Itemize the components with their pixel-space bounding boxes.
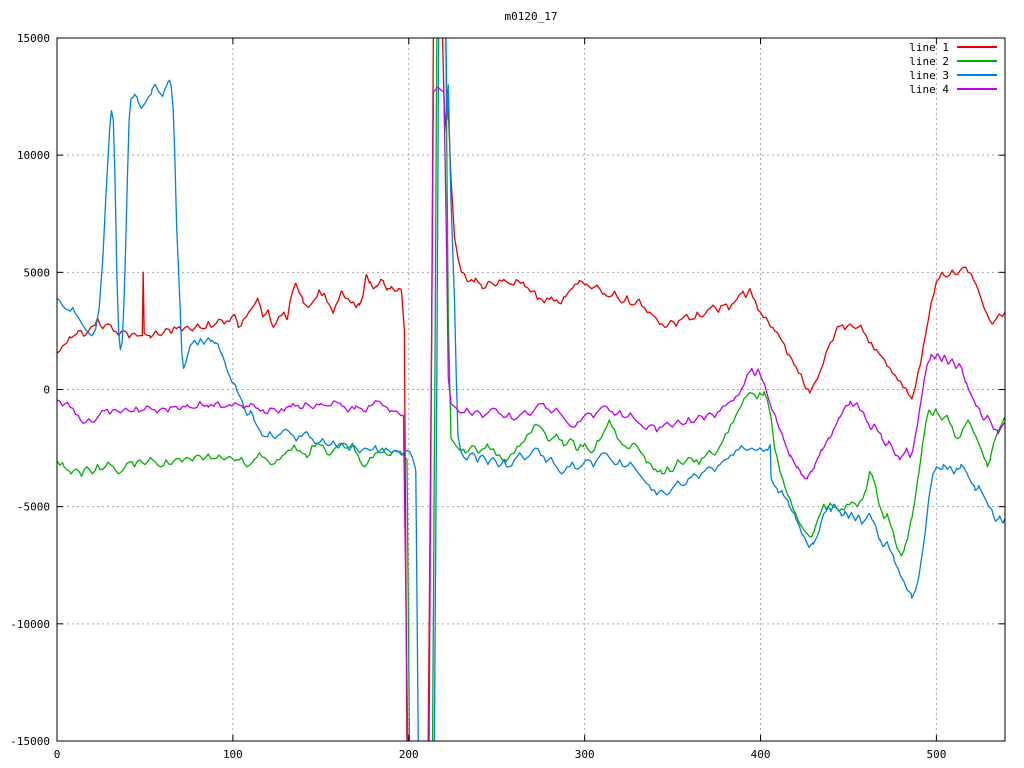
y-tick-label: -10000 [10, 618, 50, 631]
chart-title: m0120_17 [504, 10, 558, 23]
legend-label: line 2 [909, 54, 949, 68]
grid-lines [57, 38, 1005, 741]
series-line-3 [57, 38, 1005, 741]
legend-line-sample [957, 88, 997, 90]
tick-labels: 0 100 200 300 400 500 -15000 -10000 -5000 0 5000 10… [10, 32, 946, 761]
y-tick-label: -15000 [10, 735, 50, 748]
y-tick-label: -5000 [17, 501, 50, 514]
y-tick-label: 5000 [24, 266, 51, 279]
series-line-1 [57, 38, 1005, 741]
x-tick-label: 500 [926, 748, 946, 761]
y-tick-label: 10000 [17, 149, 50, 162]
x-tick-label: 300 [575, 748, 595, 761]
legend: line 1 line 2 line 3 line 4 [909, 40, 997, 96]
legend-item-line-3: line 3 [909, 68, 997, 82]
legend-line-sample [957, 74, 997, 76]
legend-label: line 3 [909, 68, 949, 82]
legend-line-sample [957, 60, 997, 62]
legend-label: line 1 [909, 40, 949, 54]
legend-item-line-4: line 4 [909, 82, 997, 96]
series-lines [57, 38, 1005, 741]
x-tick-label: 100 [223, 748, 243, 761]
y-tick-label: 0 [43, 384, 50, 397]
series-line-4 [57, 86, 1005, 741]
series-line-2 [57, 38, 1005, 741]
x-tick-label: 200 [399, 748, 419, 761]
legend-item-line-1: line 1 [909, 40, 997, 54]
plot-border [56, 37, 1006, 742]
x-tick-label: 0 [54, 748, 61, 761]
x-tick-label: 400 [751, 748, 771, 761]
legend-line-sample [957, 46, 997, 48]
y-tick-label: 15000 [17, 32, 50, 45]
legend-item-line-2: line 2 [909, 54, 997, 68]
legend-label: line 4 [909, 82, 949, 96]
